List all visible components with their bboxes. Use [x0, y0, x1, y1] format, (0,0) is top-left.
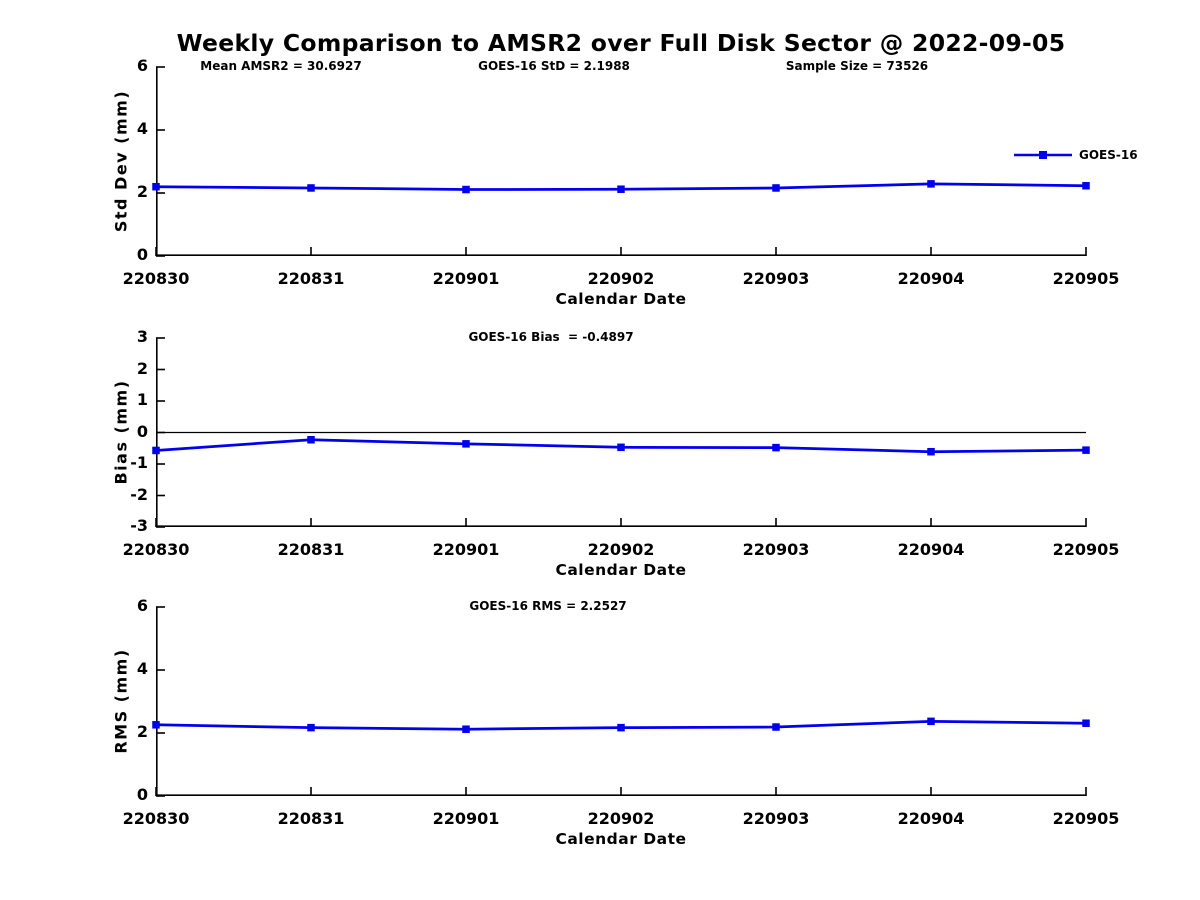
y-tick-label: -2 — [130, 484, 148, 504]
x-tick-label: 220902 — [587, 269, 655, 288]
data-point-marker — [1082, 719, 1090, 727]
subplot-title-bias: GOES-16 Bias = -0.4897 — [468, 330, 634, 344]
rms-plot: GOES-16 RMS = 2.2527 RMS (mm) Calendar D… — [0, 596, 1200, 867]
y-tick-label: 0 — [136, 421, 148, 441]
annotation-goes16-std: GOES-16 StD = 2.1988 — [478, 59, 630, 73]
rms-plot-area — [152, 606, 1090, 797]
x-tick-label: 220831 — [277, 540, 345, 559]
y-tick-label: -1 — [130, 453, 148, 472]
x-tick-label: 220901 — [432, 269, 500, 288]
bias-plot-area — [152, 337, 1090, 528]
y-tick-label: 4 — [136, 119, 148, 138]
data-point-marker — [152, 721, 160, 729]
y-tick-label: 6 — [136, 56, 148, 75]
y-tick-label: 2 — [136, 182, 148, 201]
y-tick-label: 2 — [136, 722, 148, 741]
data-point-marker — [1082, 446, 1090, 454]
y-tick-label: 0 — [136, 245, 148, 264]
data-point-marker — [772, 443, 780, 452]
y-tick-label: 0 — [136, 785, 148, 804]
y-tick-label: 1 — [136, 390, 148, 409]
std-dev-plot: Mean AMSR2 = 30.6927 GOES-16 StD = 2.198… — [0, 56, 1200, 327]
data-point-marker — [617, 443, 625, 452]
legend: GOES-16 — [1014, 148, 1138, 162]
y-tick-label: 6 — [136, 596, 148, 615]
data-point-marker — [462, 440, 470, 448]
x-tick-label: 220904 — [897, 809, 965, 828]
x-tick-label: 220902 — [587, 540, 655, 559]
bias-plot: GOES-16 Bias = -0.4897 Bias (mm) Calenda… — [0, 327, 1200, 598]
y-tick-label: 2 — [136, 358, 148, 378]
x-tick-label: 220831 — [277, 269, 345, 288]
x-tick-label: 220903 — [742, 809, 810, 828]
data-point-marker — [307, 723, 315, 732]
data-point-marker — [462, 185, 470, 194]
x-tick-label: 220901 — [432, 540, 500, 559]
x-axis-label: Calendar Date — [555, 561, 687, 579]
legend-line-icon — [1014, 151, 1072, 159]
data-point-marker — [462, 725, 470, 733]
x-tick-label: 220905 — [1052, 809, 1120, 828]
legend-label: GOES-16 — [1079, 148, 1138, 162]
data-point-marker — [307, 435, 315, 444]
data-point-marker — [617, 185, 625, 193]
data-point-marker — [152, 182, 160, 191]
data-point-marker — [927, 180, 935, 188]
x-tick-label: 220830 — [122, 540, 190, 559]
x-tick-label: 220830 — [122, 269, 190, 288]
data-point-marker — [927, 717, 935, 726]
x-axis-label: Calendar Date — [555, 830, 687, 848]
x-tick-label: 220903 — [742, 540, 810, 559]
y-tick-label: -3 — [130, 516, 148, 535]
x-tick-label: 220905 — [1052, 269, 1120, 288]
data-point-marker — [152, 446, 160, 455]
y-tick-label: 3 — [136, 327, 148, 346]
x-tick-label: 220830 — [122, 809, 190, 828]
data-point-marker — [927, 447, 935, 456]
x-tick-label: 220903 — [742, 269, 810, 288]
x-tick-label: 220902 — [587, 809, 655, 828]
x-tick-label: 220904 — [897, 269, 965, 288]
x-tick-label: 220905 — [1052, 540, 1120, 559]
data-point-marker — [617, 723, 625, 732]
data-point-marker — [772, 723, 780, 731]
data-point-marker — [1082, 182, 1090, 190]
x-tick-label: 220901 — [432, 809, 500, 828]
std-dev-plot-area — [152, 66, 1090, 257]
data-point-marker — [772, 184, 780, 192]
y-tick-label: 4 — [136, 659, 148, 678]
x-tick-label: 220831 — [277, 809, 345, 828]
annotation-mean-amsr2: Mean AMSR2 = 30.6927 — [200, 59, 362, 73]
chart-title: Weekly Comparison to AMSR2 over Full Dis… — [176, 29, 1066, 57]
y-axis-label: Std Dev (mm) — [111, 89, 131, 233]
annotation-sample-size: Sample Size = 73526 — [785, 59, 929, 73]
x-tick-label: 220904 — [897, 540, 965, 559]
subplot-title-rms: GOES-16 RMS = 2.2527 — [469, 599, 627, 613]
x-axis-label: Calendar Date — [555, 290, 687, 308]
data-point-marker — [307, 184, 315, 192]
